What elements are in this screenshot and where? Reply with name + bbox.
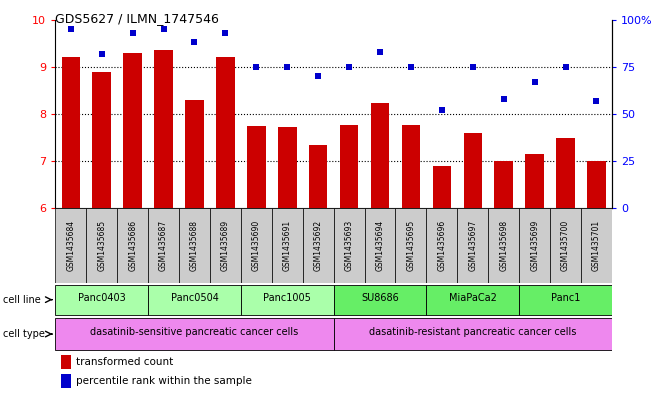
Point — [158, 26, 169, 32]
Point — [467, 64, 478, 70]
Bar — [61, 374, 71, 388]
Bar — [519, 285, 612, 315]
Text: GSM1435701: GSM1435701 — [592, 220, 601, 271]
Text: dasatinib-sensitive pancreatic cancer cells: dasatinib-sensitive pancreatic cancer ce… — [90, 327, 299, 337]
Bar — [241, 208, 271, 283]
Point — [282, 64, 292, 70]
Bar — [55, 285, 148, 315]
Text: GSM1435700: GSM1435700 — [561, 220, 570, 271]
Bar — [278, 127, 296, 208]
Point — [499, 96, 509, 102]
Bar — [519, 208, 550, 283]
Bar — [525, 154, 544, 208]
Bar — [185, 100, 204, 208]
Bar — [370, 103, 389, 208]
Bar — [241, 285, 333, 315]
Text: GSM1435689: GSM1435689 — [221, 220, 230, 271]
Text: SU8686: SU8686 — [361, 293, 399, 303]
Bar — [55, 318, 333, 350]
Point — [529, 79, 540, 85]
Text: GSM1435686: GSM1435686 — [128, 220, 137, 271]
Text: GSM1435699: GSM1435699 — [530, 220, 539, 271]
Bar — [333, 285, 426, 315]
Bar — [457, 208, 488, 283]
Bar — [365, 208, 395, 283]
Point — [561, 64, 571, 70]
Bar — [395, 208, 426, 283]
Bar — [587, 161, 605, 208]
Text: GSM1435690: GSM1435690 — [252, 220, 261, 271]
Text: GSM1435697: GSM1435697 — [468, 220, 477, 271]
Bar — [210, 208, 241, 283]
Text: dasatinib-resistant pancreatic cancer cells: dasatinib-resistant pancreatic cancer ce… — [369, 327, 577, 337]
Text: cell type: cell type — [3, 329, 45, 339]
Text: Panc1005: Panc1005 — [263, 293, 311, 303]
Text: GSM1435696: GSM1435696 — [437, 220, 447, 271]
Bar — [86, 208, 117, 283]
Text: Panc0504: Panc0504 — [171, 293, 219, 303]
Point — [344, 64, 354, 70]
Text: cell line: cell line — [3, 295, 41, 305]
Bar — [61, 57, 80, 208]
Bar — [55, 208, 86, 283]
Bar — [426, 208, 457, 283]
Point — [96, 50, 107, 57]
Text: GSM1435691: GSM1435691 — [283, 220, 292, 271]
Bar — [494, 161, 513, 208]
Bar — [581, 208, 612, 283]
Bar — [402, 125, 420, 208]
Bar — [148, 285, 241, 315]
Point — [66, 26, 76, 32]
Text: GSM1435685: GSM1435685 — [97, 220, 106, 271]
Point — [375, 49, 385, 55]
Bar — [148, 208, 179, 283]
Text: GSM1435687: GSM1435687 — [159, 220, 168, 271]
Bar — [124, 53, 142, 208]
Point — [220, 30, 230, 36]
Text: GSM1435693: GSM1435693 — [344, 220, 353, 271]
Bar — [309, 145, 327, 208]
Text: percentile rank within the sample: percentile rank within the sample — [76, 376, 253, 386]
Point — [128, 30, 138, 36]
Point — [406, 64, 416, 70]
Bar — [271, 208, 303, 283]
Point — [313, 73, 324, 79]
Point — [591, 97, 602, 104]
Text: GSM1435684: GSM1435684 — [66, 220, 76, 271]
Bar — [61, 354, 71, 369]
Text: Panc0403: Panc0403 — [78, 293, 126, 303]
Point — [251, 64, 262, 70]
Point — [189, 39, 200, 46]
Bar — [333, 208, 365, 283]
Text: GSM1435692: GSM1435692 — [314, 220, 323, 271]
Bar — [464, 133, 482, 208]
Text: GSM1435698: GSM1435698 — [499, 220, 508, 271]
Text: MiaPaCa2: MiaPaCa2 — [449, 293, 497, 303]
Bar — [154, 50, 173, 208]
Bar — [303, 208, 333, 283]
Bar — [333, 318, 612, 350]
Bar — [216, 57, 234, 208]
Bar — [432, 166, 451, 208]
Text: GSM1435688: GSM1435688 — [190, 220, 199, 271]
Bar — [92, 72, 111, 208]
Point — [437, 107, 447, 113]
Bar — [550, 208, 581, 283]
Bar — [179, 208, 210, 283]
Bar — [556, 138, 575, 208]
Bar — [426, 285, 519, 315]
Bar — [117, 208, 148, 283]
Bar — [488, 208, 519, 283]
Text: GSM1435695: GSM1435695 — [406, 220, 415, 271]
Bar — [247, 126, 266, 208]
Bar — [340, 125, 358, 208]
Text: Panc1: Panc1 — [551, 293, 580, 303]
Text: GDS5627 / ILMN_1747546: GDS5627 / ILMN_1747546 — [55, 12, 219, 25]
Text: transformed count: transformed count — [76, 357, 174, 367]
Text: GSM1435694: GSM1435694 — [376, 220, 385, 271]
